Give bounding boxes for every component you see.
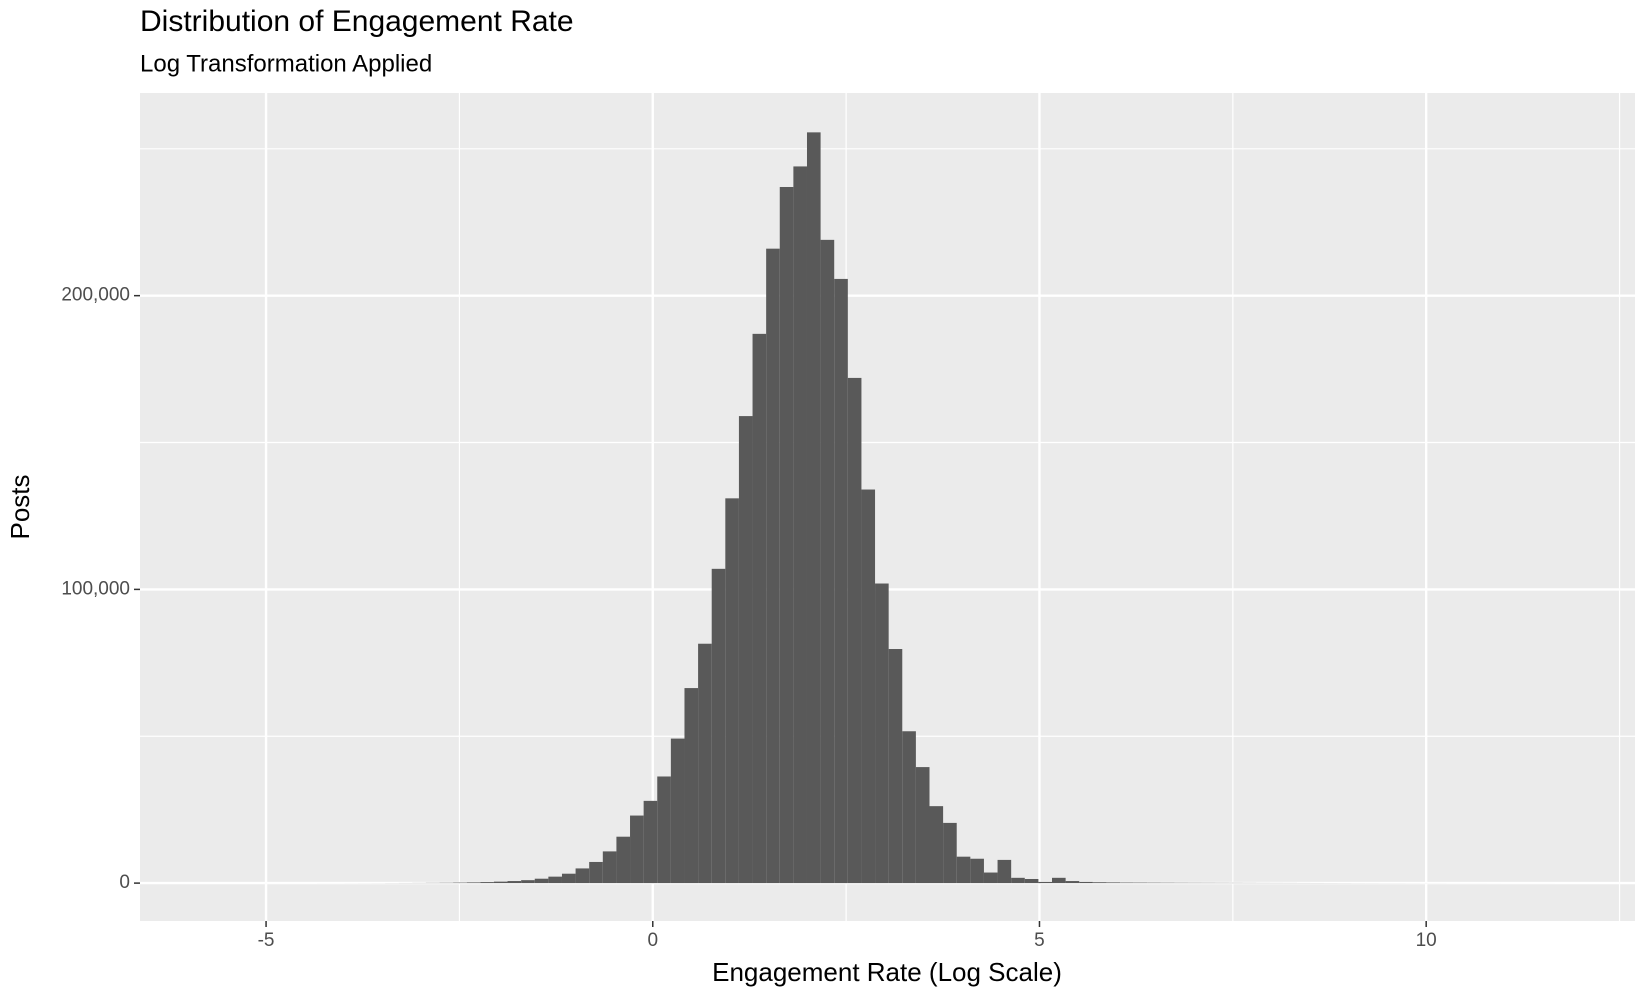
bar bbox=[820, 239, 835, 884]
bar bbox=[902, 731, 916, 884]
bar bbox=[602, 851, 617, 884]
bar bbox=[657, 776, 671, 884]
bar bbox=[616, 836, 631, 884]
bar bbox=[983, 872, 998, 884]
bar bbox=[670, 738, 685, 884]
x-axis-title: Engagement Rate (Log Scale) bbox=[712, 957, 1062, 987]
bar bbox=[834, 278, 848, 884]
bar bbox=[630, 815, 644, 884]
bar bbox=[521, 880, 535, 884]
bar bbox=[956, 856, 971, 884]
y-tick-label: 200,000 bbox=[61, 285, 130, 306]
bar bbox=[1092, 882, 1107, 884]
bar bbox=[1133, 882, 1148, 884]
bar bbox=[589, 861, 603, 884]
bar bbox=[929, 806, 944, 884]
x-tick-label: 0 bbox=[647, 930, 658, 951]
y-tick-label: 100,000 bbox=[61, 578, 130, 599]
bar bbox=[915, 767, 930, 884]
bar bbox=[548, 876, 562, 884]
x-tick-label: 5 bbox=[1034, 930, 1045, 951]
bar bbox=[888, 649, 903, 884]
bar bbox=[480, 882, 494, 884]
bar bbox=[725, 498, 739, 884]
y-axis-title: Posts bbox=[5, 474, 35, 539]
bar bbox=[1052, 877, 1066, 884]
bar bbox=[493, 881, 508, 884]
bar bbox=[711, 568, 726, 884]
bar bbox=[1120, 882, 1134, 884]
bar bbox=[1024, 878, 1039, 884]
bar bbox=[793, 166, 807, 884]
x-tick-label: -5 bbox=[258, 930, 275, 951]
bar bbox=[453, 882, 467, 884]
bar bbox=[1011, 877, 1025, 884]
bar bbox=[1079, 881, 1093, 884]
bar bbox=[698, 643, 712, 884]
bar bbox=[1038, 881, 1053, 884]
bar bbox=[779, 186, 794, 884]
bar bbox=[861, 489, 876, 884]
bar bbox=[806, 132, 821, 884]
y-tick-label: 0 bbox=[119, 872, 130, 893]
bar bbox=[1106, 882, 1121, 884]
bar bbox=[943, 822, 957, 884]
bar bbox=[534, 878, 549, 884]
chart-subtitle: Log Transformation Applied bbox=[140, 50, 432, 77]
bar bbox=[643, 800, 658, 884]
bar bbox=[507, 881, 522, 884]
bar bbox=[970, 858, 984, 884]
bar bbox=[684, 688, 699, 884]
bar bbox=[575, 868, 590, 884]
bar bbox=[561, 873, 576, 884]
bar bbox=[766, 248, 780, 884]
bar bbox=[875, 583, 889, 884]
x-tick-label: 10 bbox=[1416, 930, 1437, 951]
bar bbox=[466, 882, 481, 884]
bar bbox=[738, 416, 753, 884]
bar bbox=[847, 377, 862, 884]
chart-title: Distribution of Engagement Rate bbox=[140, 5, 574, 38]
bar bbox=[997, 859, 1012, 884]
bar bbox=[1065, 881, 1080, 884]
bar bbox=[752, 333, 767, 884]
